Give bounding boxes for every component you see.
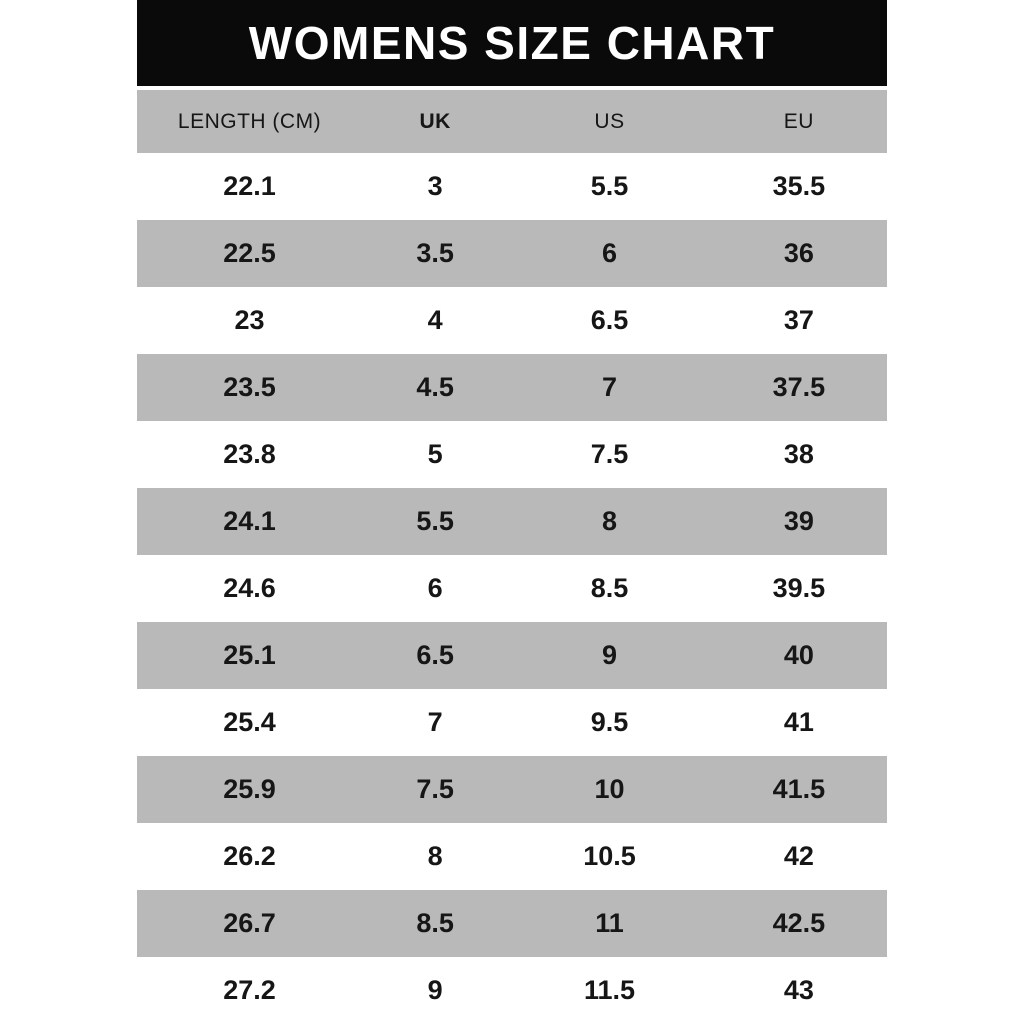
column-header-length-cm: LENGTH (CM) <box>137 90 362 153</box>
table-cell: 5 <box>362 421 509 488</box>
chart-title: WOMENS SIZE CHART <box>248 17 776 69</box>
table-cell: 23.8 <box>137 421 362 488</box>
table-row: 25.1 6.5 9 40 <box>137 622 887 689</box>
table-cell: 35.5 <box>710 153 887 220</box>
table-cell: 26.2 <box>137 823 362 890</box>
table-cell: 6.5 <box>362 622 509 689</box>
table-row: 22.5 3.5 6 36 <box>137 220 887 287</box>
table-cell: 8.5 <box>508 555 711 622</box>
table-cell: 10 <box>508 756 711 823</box>
table-header-row: LENGTH (CM) UK US EU <box>137 90 887 153</box>
table-cell: 39 <box>710 488 887 555</box>
table-cell: 6 <box>508 220 711 287</box>
table-cell: 25.4 <box>137 689 362 756</box>
table-cell: 4.5 <box>362 354 509 421</box>
table-cell: 41.5 <box>710 756 887 823</box>
table-cell: 23 <box>137 287 362 354</box>
table-cell: 8 <box>362 823 509 890</box>
table-row: 23 4 6.5 37 <box>137 287 887 354</box>
table-cell: 22.5 <box>137 220 362 287</box>
size-table: LENGTH (CM) UK US EU 22.1 3 5.5 35.5 22.5 3.5… <box>137 90 887 1024</box>
table-cell: 23.5 <box>137 354 362 421</box>
table-cell: 37.5 <box>710 354 887 421</box>
column-header-us: US <box>508 90 711 153</box>
table-cell: 7 <box>362 689 509 756</box>
table-cell: 43 <box>710 957 887 1024</box>
table-cell: 11.5 <box>508 957 711 1024</box>
column-header-eu: EU <box>710 90 887 153</box>
table-cell: 4 <box>362 287 509 354</box>
chart-title-bar: WOMENS SIZE CHART <box>137 0 887 86</box>
table-cell: 42.5 <box>710 890 887 957</box>
table-cell: 5.5 <box>362 488 509 555</box>
table-cell: 42 <box>710 823 887 890</box>
table-row: 26.2 8 10.5 42 <box>137 823 887 890</box>
table-cell: 9 <box>362 957 509 1024</box>
table-cell: 11 <box>508 890 711 957</box>
table-cell: 24.6 <box>137 555 362 622</box>
table-row: 22.1 3 5.5 35.5 <box>137 153 887 220</box>
table-row: 24.6 6 8.5 39.5 <box>137 555 887 622</box>
table-cell: 3 <box>362 153 509 220</box>
table-cell: 37 <box>710 287 887 354</box>
size-table-body: 22.1 3 5.5 35.5 22.5 3.5 6 36 23 4 6.5 37 23.5 4.5 7 37… <box>137 153 887 1024</box>
table-cell: 24.1 <box>137 488 362 555</box>
table-cell: 6 <box>362 555 509 622</box>
column-header-uk: UK <box>362 90 509 153</box>
table-cell: 38 <box>710 421 887 488</box>
table-row: 24.1 5.5 8 39 <box>137 488 887 555</box>
table-cell: 25.9 <box>137 756 362 823</box>
table-cell: 9 <box>508 622 711 689</box>
table-cell: 40 <box>710 622 887 689</box>
table-cell: 41 <box>710 689 887 756</box>
table-cell: 10.5 <box>508 823 711 890</box>
table-cell: 8.5 <box>362 890 509 957</box>
table-cell: 22.1 <box>137 153 362 220</box>
table-row: 25.9 7.5 10 41.5 <box>137 756 887 823</box>
table-cell: 25.1 <box>137 622 362 689</box>
size-chart: WOMENS SIZE CHART LENGTH (CM) UK US EU 2… <box>137 0 887 1024</box>
table-cell: 7 <box>508 354 711 421</box>
table-cell: 9.5 <box>508 689 711 756</box>
table-row: 27.2 9 11.5 43 <box>137 957 887 1024</box>
table-cell: 39.5 <box>710 555 887 622</box>
table-cell: 7.5 <box>362 756 509 823</box>
table-cell: 3.5 <box>362 220 509 287</box>
table-cell: 7.5 <box>508 421 711 488</box>
table-row: 23.5 4.5 7 37.5 <box>137 354 887 421</box>
table-cell: 27.2 <box>137 957 362 1024</box>
table-cell: 8 <box>508 488 711 555</box>
table-cell: 5.5 <box>508 153 711 220</box>
table-cell: 36 <box>710 220 887 287</box>
table-row: 26.7 8.5 11 42.5 <box>137 890 887 957</box>
table-row: 25.4 7 9.5 41 <box>137 689 887 756</box>
table-cell: 26.7 <box>137 890 362 957</box>
table-cell: 6.5 <box>508 287 711 354</box>
table-row: 23.8 5 7.5 38 <box>137 421 887 488</box>
